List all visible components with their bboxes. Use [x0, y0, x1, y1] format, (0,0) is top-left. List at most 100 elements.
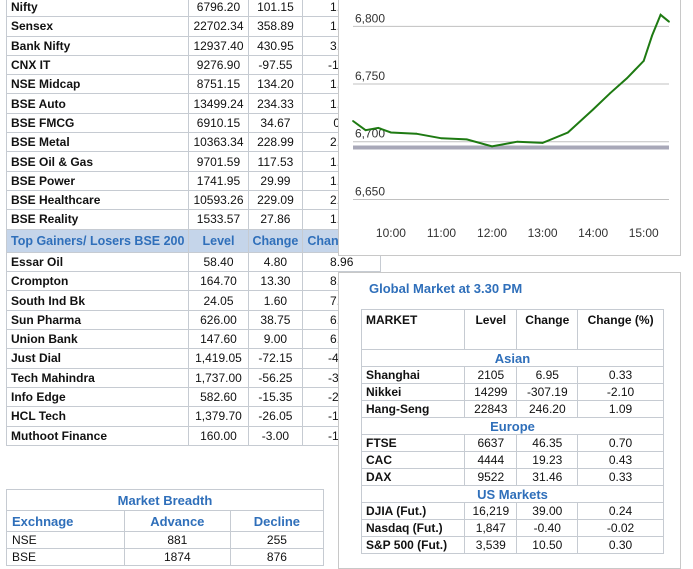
nifty-price-line [352, 13, 670, 148]
market-level: 14299 [464, 383, 518, 401]
market-change: -0.40 [516, 519, 579, 537]
stock-name: South Ind Bk [5, 290, 190, 311]
market-level: 1,847 [464, 519, 518, 537]
market-change: 19.23 [516, 451, 579, 469]
stock-level: 582.60 [188, 386, 249, 408]
index-change: 29.99 [247, 170, 304, 191]
nifty-price-point [491, 145, 493, 148]
global-market-row: Shanghai 2105 6.95 0.33 [360, 366, 664, 384]
gainers-col-change: Change [247, 228, 304, 253]
index-change: 134.20 [247, 74, 304, 95]
breadth-col-advance: Advance [123, 510, 231, 532]
index-level: 6910.15 [188, 112, 249, 134]
breadth-col-decline: Decline [229, 510, 325, 532]
global-header-row: MARKET Level Change Change (%) [360, 309, 664, 350]
stock-change: -56.25 [247, 367, 304, 388]
market-pct: 0.33 [577, 366, 664, 384]
index-level: 1741.95 [188, 170, 249, 191]
y-tick-label: 6,750 [355, 69, 385, 83]
global-market-row: Nikkei 14299 -307.19 -2.10 [360, 383, 664, 401]
breadth-exchange: NSE [6, 531, 125, 549]
x-tick-label: 12:00 [477, 226, 507, 240]
market-pct: 0.24 [577, 502, 664, 520]
y-tick-label: 6,700 [355, 127, 385, 141]
region-row: Asian [361, 349, 664, 367]
market-level: 2105 [464, 366, 518, 384]
index-change: 229.09 [247, 189, 304, 211]
index-name: Sensex [5, 16, 190, 37]
nifty-price-point [465, 138, 468, 141]
stock-level: 1,379.70 [188, 406, 249, 427]
index-name: BSE Power [5, 170, 190, 191]
index-name: BSE Metal [5, 132, 190, 153]
y-tick-label: 6,800 [355, 11, 385, 25]
region-name: US Markets [361, 485, 664, 503]
breadth-decline: 255 [229, 531, 325, 549]
index-name: CNX IT [5, 54, 190, 76]
index-change: -97.55 [247, 54, 304, 76]
index-name: NSE Midcap [5, 74, 190, 95]
market-breadth-table: Market Breadth Exchnage Advance Decline … [6, 489, 325, 566]
region-name: Asian [361, 349, 664, 367]
nifty-price-point [609, 92, 611, 95]
stock-change: -15.35 [247, 386, 304, 408]
index-change: 358.89 [247, 16, 304, 37]
nifty-intraday-chart-panel: 6,650 6,700 6,750 6,800 10:00 11:00 12:00 13:00… [338, 0, 681, 256]
market-pct: 0.70 [577, 434, 664, 452]
index-level: 12937.40 [188, 35, 249, 56]
market-change: 246.20 [516, 400, 579, 418]
global-col-level: Level [464, 309, 518, 350]
global-market-row: CAC 4444 19.23 0.43 [360, 451, 664, 469]
nifty-price-point [625, 77, 628, 80]
market-level: 6637 [464, 434, 518, 452]
stock-change: 9.00 [247, 329, 304, 350]
market-level: 16,219 [464, 502, 518, 520]
global-col-market: MARKET [360, 309, 466, 350]
nifty-price-point [651, 34, 654, 37]
index-change: 117.53 [247, 151, 304, 172]
stock-level: 626.00 [188, 309, 249, 331]
index-change: 430.95 [247, 35, 304, 56]
market-pct: -2.10 [577, 383, 664, 401]
global-market-row: DJIA (Fut.) 16,219 39.00 0.24 [360, 502, 664, 520]
global-market-title: Global Market at 3.30 PM [369, 281, 523, 296]
market-pct: 0.43 [577, 451, 664, 469]
market-level: 9522 [464, 468, 518, 486]
market-pct: 1.09 [577, 400, 664, 418]
breadth-row: NSE 881 255 [6, 531, 325, 549]
nifty-price-point [592, 108, 595, 111]
stock-level: 24.05 [188, 290, 249, 311]
market-name: DAX [360, 468, 466, 486]
index-level: 10593.26 [188, 189, 249, 211]
index-level: 9701.59 [188, 151, 249, 172]
global-market-row: S&P 500 (Fut.) 3,539 10.50 0.30 [360, 536, 664, 554]
region-row: Europe [361, 417, 664, 435]
global-col-pct: Change (%) [577, 309, 664, 350]
stock-change: 38.75 [247, 309, 304, 331]
index-change: 228.99 [247, 132, 304, 153]
breadth-col-exchange: Exchnage [6, 510, 125, 532]
market-change: -307.19 [516, 383, 579, 401]
nifty-price-point [364, 129, 367, 132]
global-market-row: Nasdaq (Fut.) 1,847 -0.40 -0.02 [360, 519, 664, 537]
index-name: Nifty [5, 0, 190, 18]
market-name: Hang-Seng [360, 400, 466, 418]
market-change: 46.35 [516, 434, 579, 452]
market-name: FTSE [360, 434, 466, 452]
market-name: S&P 500 (Fut.) [360, 536, 466, 554]
stock-name: Crompton [5, 271, 190, 292]
nifty-intraday-chart: 6,650 6,700 6,750 6,800 10:00 11:00 12:00 13:00… [352, 11, 670, 240]
stock-level: 147.60 [188, 329, 249, 350]
